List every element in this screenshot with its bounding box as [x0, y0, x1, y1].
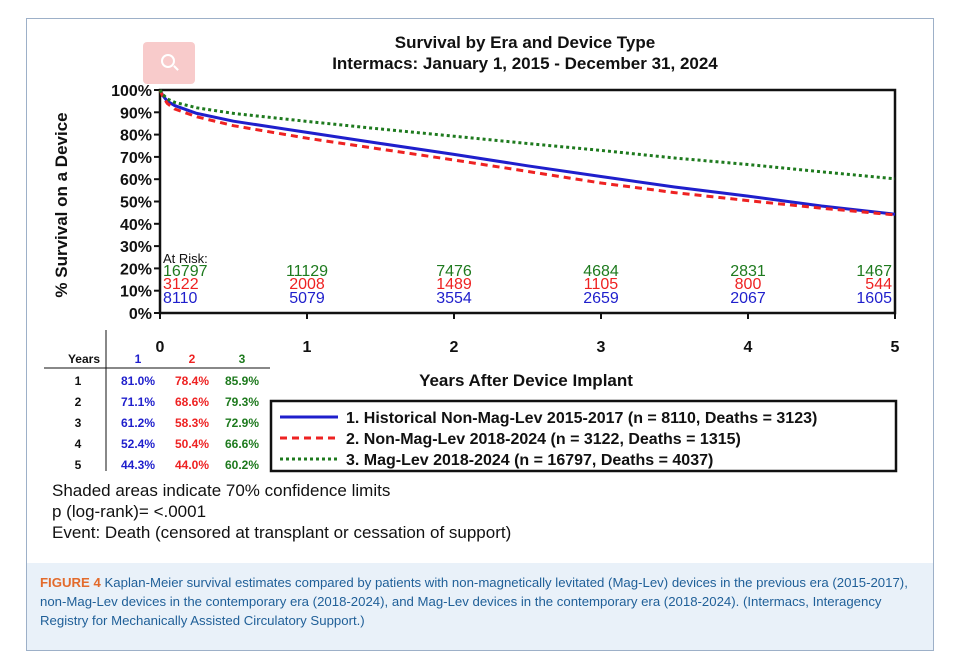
at-risk-value-s2: 1105	[584, 276, 619, 293]
table-year: 4	[75, 437, 82, 451]
at-risk-value-s3: 11129	[286, 263, 328, 280]
table-cell: 60.2%	[225, 458, 259, 472]
at-risk-value-s2: 544	[865, 276, 892, 293]
y-tick-label: 30%	[120, 239, 152, 256]
legend-entry-2: 2. Non-Mag-Lev 2018-2024 (n = 3122, Deat…	[346, 431, 741, 448]
at-risk-value-s1: 5079	[289, 290, 325, 307]
chart-notes: Shaded areas indicate 70% confidence lim…	[52, 480, 511, 543]
table-header: 3	[239, 352, 246, 366]
x-tick-label: 0	[156, 339, 165, 356]
y-tick-label: 0%	[129, 306, 152, 323]
series-line-2	[158, 89, 896, 217]
at-risk-value-s3: 4684	[583, 263, 619, 280]
at-risk-value-s3: 1467	[856, 263, 892, 280]
y-axis-label: % Survival on a Device	[52, 112, 71, 297]
table-cell: 71.1%	[121, 395, 155, 409]
y-tick-label: 90%	[120, 105, 152, 122]
legend-entry-1: 1. Historical Non-Mag-Lev 2015-2017 (n =…	[346, 410, 817, 427]
x-tick-label: 2	[450, 339, 459, 356]
at-risk-value-s1: 1605	[856, 290, 892, 307]
chart-subtitle: Intermacs: January 1, 2015 - December 31…	[332, 54, 718, 73]
table-cell: 50.4%	[175, 437, 209, 451]
table-cell: 44.0%	[175, 458, 209, 472]
table-header: 1	[135, 352, 142, 366]
table-cell: 52.4%	[121, 437, 155, 451]
y-tick-label: 70%	[120, 150, 152, 167]
at-risk-value-s2: 800	[735, 276, 762, 293]
x-axis-label: Years After Device Implant	[419, 371, 633, 390]
legend-box	[269, 399, 898, 473]
table-year: 2	[75, 395, 82, 409]
x-tick-label: 4	[744, 339, 753, 356]
at-risk-value-s1: 8110	[163, 290, 198, 307]
at-risk-value-s1: 2067	[730, 290, 766, 307]
table-cell: 68.6%	[175, 395, 209, 409]
chart-title: Survival by Era and Device Type	[395, 33, 655, 52]
table-year: 1	[75, 374, 82, 388]
table-cell: 44.3%	[121, 458, 155, 472]
table-cell: 78.4%	[175, 374, 209, 388]
search-handle	[173, 65, 179, 71]
table-header: 2	[189, 352, 196, 366]
table-header: Years	[68, 352, 100, 366]
table-cell: 58.3%	[175, 416, 209, 430]
table-cell: 79.3%	[225, 395, 259, 409]
x-tick-label: 5	[891, 339, 900, 356]
y-tick-label: 40%	[120, 217, 152, 234]
at-risk-value-s2: 2008	[289, 276, 325, 293]
y-tick-label: 10%	[120, 284, 152, 301]
at-risk-value-s1: 2659	[583, 290, 619, 307]
y-tick-label: 100%	[111, 83, 152, 100]
series-line-1	[158, 89, 896, 216]
search-icon[interactable]	[143, 42, 195, 84]
figure-caption: FIGURE 4 Kaplan-Meier survival estimates…	[27, 563, 933, 650]
y-tick-label: 20%	[120, 261, 152, 278]
at-risk-value-s3: 2831	[730, 263, 766, 280]
table-year: 5	[75, 458, 82, 472]
y-tick-label: 50%	[120, 195, 152, 212]
figure-frame	[26, 18, 934, 651]
table-cell: 85.9%	[225, 374, 259, 388]
x-tick-label: 1	[303, 339, 312, 356]
at-risk-value-s1: 3554	[436, 290, 472, 307]
figure-label: FIGURE 4	[40, 575, 101, 590]
km-chart: Survival by Era and Device Type Intermac…	[44, 33, 900, 473]
note-confidence: Shaded areas indicate 70% confidence lim…	[52, 481, 391, 500]
legend-entry-3: 3. Mag-Lev 2018-2024 (n = 16797, Deaths …	[346, 452, 713, 469]
at-risk-value-s2: 3122	[163, 276, 199, 293]
x-tick-label: 3	[597, 339, 606, 356]
table-cell: 61.2%	[121, 416, 155, 430]
at-risk-value-s3: 7476	[436, 263, 472, 280]
table-cell: 66.6%	[225, 437, 259, 451]
at-risk-value-s3: 16797	[163, 263, 208, 280]
search-lens	[161, 54, 175, 68]
table-cell: 72.9%	[225, 416, 259, 430]
at-risk-label: At Risk:	[163, 251, 208, 266]
note-event: Event: Death (censored at transplant or …	[52, 523, 512, 542]
figure-caption-text: Kaplan-Meier survival estimates compared…	[40, 575, 908, 628]
table-year: 3	[75, 416, 82, 430]
y-tick-label: 80%	[120, 128, 152, 145]
note-pvalue: p (log-rank)= <.0001	[52, 502, 207, 521]
series-line-3	[158, 89, 896, 181]
table-cell: 81.0%	[121, 374, 155, 388]
at-risk-value-s2: 1489	[436, 276, 472, 293]
y-tick-label: 60%	[120, 172, 152, 189]
